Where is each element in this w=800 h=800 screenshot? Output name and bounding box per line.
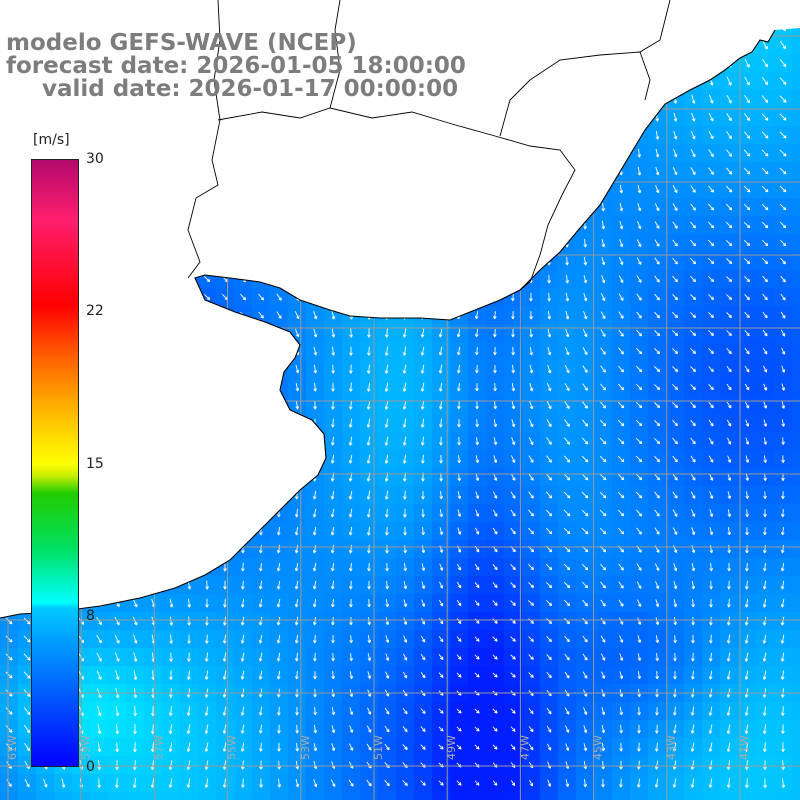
land-mass (0, 0, 800, 618)
colorbar (31, 159, 79, 767)
coastline (0, 29, 776, 619)
country-borders (187, 0, 671, 291)
title-valid-date: valid date: 2026-01-17 00:00:00 (42, 76, 459, 102)
lon-label: 51W (372, 735, 385, 760)
colorbar-tick-8: 8 (86, 608, 95, 624)
lon-label: 41W (738, 735, 751, 760)
lon-label: 55W (226, 735, 239, 760)
lon-label: 61W (6, 735, 19, 760)
longitude-labels: 61W 59W 57W 55W 53W 51W 49W 47W 45W 43W 41W (6, 735, 751, 760)
lon-label: 43W (665, 735, 678, 760)
colorbar-unit: [m/s] (33, 132, 70, 148)
lon-label: 47W (518, 735, 531, 760)
lon-label: 57W (152, 735, 165, 760)
lon-label: 53W (299, 735, 312, 760)
lon-label: 59W (79, 735, 92, 760)
colorbar-tick-0: 0 (86, 759, 95, 775)
colorbar-tick-22: 22 (86, 303, 104, 319)
colorbar-tick-15: 15 (86, 456, 104, 472)
colorbar-tick-30: 30 (86, 151, 104, 167)
title-model: modelo GEFS-WAVE (NCEP) (6, 30, 357, 56)
title-forecast-date: forecast date: 2026-01-05 18:00:00 (6, 53, 466, 79)
lon-label: 49W (445, 735, 458, 760)
lon-label: 45W (592, 735, 605, 760)
